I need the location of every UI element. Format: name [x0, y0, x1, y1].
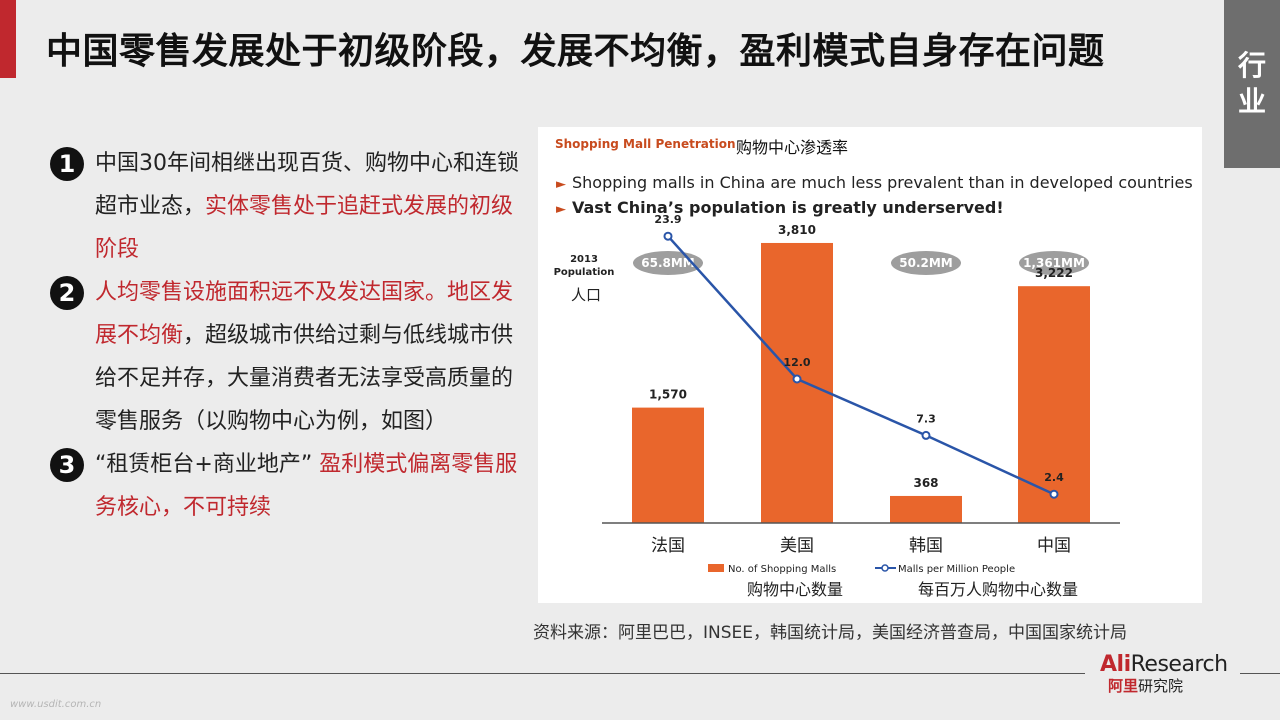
aliresearch-logo: AliResearch 阿里研究院	[1100, 652, 1240, 696]
key-points-list: 1 中国30年间相继出现百货、购物中心和连锁超市业态，实体零售处于追赶式发展的初…	[50, 142, 520, 529]
population-pill-label: 1,361MM	[1023, 256, 1085, 270]
point-3-highlight: 盈利模式偏离零售服务核心，不可持续	[95, 452, 518, 520]
point-2-highlight: 人均零售设施面积远不及发达国家。地区发展不均衡	[95, 280, 514, 348]
chart-bullet-2-text: Vast China’s population is greatly under…	[572, 198, 1004, 217]
legend-bar-swatch	[708, 564, 724, 572]
population-pill-label: 65.8MM	[641, 256, 695, 270]
legend-line-label: Malls per Million People	[898, 564, 1015, 575]
shopping-mall-chart: 2013Population人口65.8MM317.3MM50.2MM1,361…	[554, 213, 1120, 599]
x-tick-label: 中国	[1037, 536, 1071, 556]
bar-value-label: 368	[913, 476, 938, 490]
line-series	[667, 235, 1055, 496]
chart-panel: Shopping Mall Penetration 购物中心渗透率 ► Shopp…	[538, 127, 1202, 603]
legend-bar-label-zh: 购物中心数量	[747, 580, 843, 599]
legend-line-label-zh: 每百万人购物中心数量	[918, 580, 1078, 599]
line-value-label: 23.9	[654, 213, 681, 226]
population-label-year: 2013	[570, 254, 598, 265]
side-section-tab: 行 业	[1224, 0, 1280, 168]
side-tab-char-1: 行	[1237, 49, 1266, 82]
number-badge-2: 2	[50, 276, 84, 310]
side-tab-char-2: 业	[1237, 85, 1266, 118]
footer-divider	[0, 673, 1085, 674]
point-2-text: ，超级城市供给过剩与低线城市供给不足并存，大量消费者无法享受高质量的零售服务（以…	[95, 323, 514, 434]
x-tick-label: 美国	[780, 536, 814, 556]
slide-title: 中国零售发展处于初级阶段，发展不均衡，盈利模式自身存在问题	[46, 31, 1105, 72]
line-value-label: 7.3	[916, 412, 936, 425]
legend-bar-label: No. of Shopping Malls	[728, 564, 836, 575]
triangle-bullet-icon: ►	[556, 177, 566, 192]
number-badge-1: 1	[50, 147, 84, 181]
population-label-zh: 人口	[571, 286, 601, 304]
chart-title-en: Shopping Mall Penetration	[555, 137, 736, 151]
footer-divider-right	[1240, 673, 1280, 674]
chart-title-zh: 购物中心渗透率	[736, 138, 849, 157]
x-tick-label: 韩国	[909, 536, 943, 556]
title-accent-bar	[0, 0, 16, 78]
bar-value-label: 1,570	[649, 388, 687, 402]
legend-line-marker	[881, 564, 889, 572]
logo-research-text: Research	[1130, 652, 1228, 677]
line-point-3	[1049, 489, 1059, 499]
number-badge-3: 3	[50, 448, 84, 482]
key-point-3: 3 “租赁柜台+商业地产” 盈利模式偏离零售服务核心，不可持续	[50, 443, 520, 529]
chart-bullet-2: ► Vast China’s population is greatly unde…	[556, 198, 1004, 217]
population-pill-label: 50.2MM	[899, 256, 953, 270]
line-point-1	[792, 374, 802, 384]
bar-2	[890, 495, 962, 523]
line-value-label: 2.4	[1044, 471, 1064, 484]
bar-value-label: 3,810	[778, 223, 816, 237]
line-point-0	[663, 231, 673, 241]
watermark: www.usdit.com.cn	[10, 699, 102, 710]
key-point-1: 1 中国30年间相继出现百货、购物中心和连锁超市业态，实体零售处于追赶式发展的初…	[50, 142, 520, 271]
point-1-highlight: 实体零售处于追赶式发展的初级阶段	[95, 194, 514, 262]
point-1-text: 中国30年间相继出现百货、购物中心和连锁超市业态，	[95, 151, 519, 219]
bar-0	[632, 407, 704, 523]
x-tick-label: 法国	[651, 536, 685, 556]
chart-bullet-1-text: Shopping malls in China are much less pr…	[572, 173, 1193, 192]
key-point-2: 2 人均零售设施面积远不及发达国家。地区发展不均衡，超级城市供给过剩与低线城市供…	[50, 271, 520, 443]
logo-institute-zh: 研究院	[1138, 677, 1184, 695]
logo-ali-text: Ali	[1100, 652, 1131, 677]
population-label-en: Population	[554, 267, 615, 278]
triangle-bullet-icon: ►	[556, 202, 566, 217]
chart-bullet-1: ► Shopping malls in China are much less p…	[556, 173, 1193, 192]
line-point-2	[921, 430, 931, 440]
source-note: 资料来源：阿里巴巴，INSEE，韩国统计局，美国经济普查局，中国国家统计局	[533, 623, 1128, 643]
point-3-text: “租赁柜台+商业地产”	[95, 452, 313, 477]
logo-ali-zh: 阿里	[1108, 677, 1139, 695]
population-pill	[1019, 251, 1089, 275]
bar-value-label: 3,222	[1035, 266, 1073, 280]
line-value-label: 12.0	[783, 356, 810, 369]
bar-3	[1018, 286, 1090, 523]
population-pill	[891, 251, 961, 275]
